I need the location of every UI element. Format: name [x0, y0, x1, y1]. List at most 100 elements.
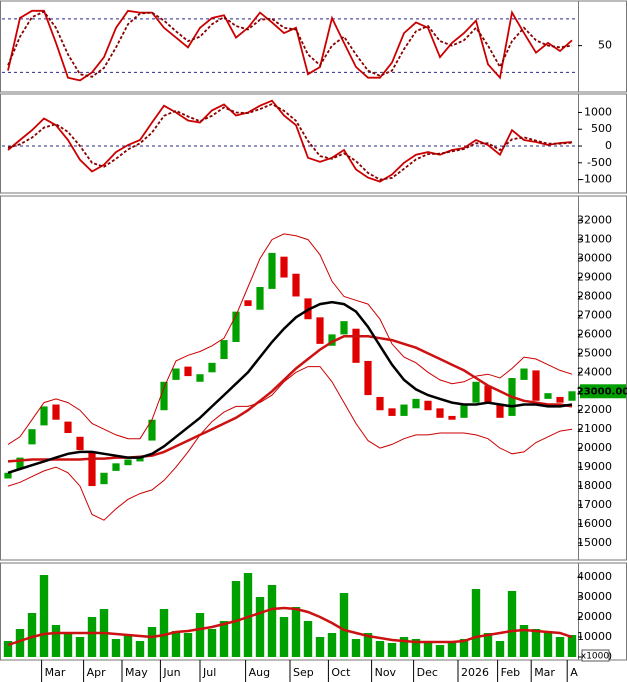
candle: [136, 457, 144, 462]
volume-bar: [375, 641, 385, 657]
volume-bar: [339, 593, 349, 657]
volume-bar: [147, 627, 157, 657]
volume-bar: [387, 643, 397, 657]
y-tick-label: 15000: [577, 536, 612, 549]
volume-bar: [411, 639, 421, 657]
volume-bar: [447, 643, 457, 657]
y-tick-label: 10000: [577, 630, 612, 643]
x-tick-label: 2026: [461, 666, 489, 679]
volume-bar: [327, 633, 337, 657]
volume-bar: [63, 633, 73, 657]
volume-bar: [159, 609, 169, 657]
candle: [412, 398, 420, 409]
x-tick-label: Jun: [162, 666, 180, 679]
y-tick-label: 18000: [577, 479, 612, 492]
candle: [472, 381, 480, 403]
unit-box: [581, 649, 610, 662]
candle: [424, 400, 432, 411]
candle: [28, 429, 36, 445]
series-line: [7, 606, 573, 647]
series-line: [7, 99, 573, 183]
volume-bar: [75, 637, 85, 657]
y-tick-label: 31000: [577, 233, 612, 246]
y-tick-label: -1000: [580, 173, 612, 186]
volume-bar: [219, 621, 229, 657]
x-tick-label: Mar: [45, 666, 66, 679]
y-tick-label: 30000: [577, 252, 612, 265]
volume-bar: [291, 607, 301, 657]
y-tick-label: 21000: [577, 422, 612, 435]
candle: [40, 406, 48, 426]
candle: [496, 404, 504, 418]
x-tick-label: Aug: [249, 666, 270, 679]
x-tick-label: Mar: [534, 666, 555, 679]
volume-bar: [555, 637, 565, 657]
volume-bar: [207, 629, 217, 657]
volume-bar: [507, 591, 517, 657]
y-tick-label: 22000: [577, 403, 612, 416]
candle: [364, 360, 372, 396]
y-tick-label: 40000: [577, 570, 612, 583]
candle: [292, 273, 300, 297]
volume-bar: [567, 635, 577, 657]
volume-bar: [279, 617, 289, 657]
candle: [532, 370, 540, 401]
candle: [568, 391, 576, 401]
candle: [400, 404, 408, 416]
volume-bar: [303, 621, 313, 657]
volume-bar: [195, 613, 205, 657]
candle: [280, 256, 288, 278]
volume-bar: [39, 575, 49, 657]
candle: [52, 404, 60, 420]
volume-bar: [543, 633, 553, 657]
candle: [76, 436, 84, 451]
y-tick-label: 0: [605, 139, 612, 152]
volume-bar: [3, 641, 13, 657]
candle: [316, 317, 324, 344]
candle: [64, 421, 72, 433]
candle: [124, 459, 132, 466]
volume-bar: [315, 637, 325, 657]
candle: [460, 404, 468, 418]
panel-frame: [0, 93, 627, 194]
candle: [520, 368, 528, 380]
series-line: [7, 335, 573, 463]
y-tick-label: 16000: [577, 517, 612, 530]
volume-bar: [231, 581, 241, 657]
volume-bar: [27, 613, 37, 657]
x-tick-label: Sep: [293, 666, 314, 679]
y-tick-label: 24000: [577, 365, 612, 378]
volume-bar: [15, 629, 25, 657]
candle: [268, 252, 276, 289]
volume-bar: [399, 637, 409, 657]
y-tick-label: 25000: [577, 346, 612, 359]
y-tick-label: 26000: [577, 327, 612, 340]
candle: [388, 408, 396, 416]
volume-bar: [423, 641, 433, 657]
y-tick-label: 29000: [577, 271, 612, 284]
candle: [232, 311, 240, 342]
y-tick-label: -500: [587, 156, 612, 169]
candle: [544, 393, 552, 399]
x-tick-label: Feb: [501, 666, 520, 679]
candle: [340, 321, 348, 335]
candle: [376, 396, 384, 411]
candle: [112, 463, 120, 471]
y-tick-label: 500: [591, 122, 612, 135]
volume-bar: [51, 625, 61, 657]
x-tick-label: A: [570, 666, 578, 679]
last-price-box: [580, 384, 626, 399]
candle: [196, 374, 204, 382]
volume-bar: [483, 633, 493, 657]
candle: [448, 415, 456, 420]
series-line: [7, 233, 573, 445]
candle: [16, 457, 24, 469]
y-tick-label: 30000: [577, 590, 612, 603]
x-tick-label: May: [125, 666, 148, 679]
y-tick-label: 1000: [584, 105, 612, 118]
candle: [184, 366, 192, 377]
candle: [100, 472, 108, 485]
volume-bar: [243, 573, 253, 657]
candle: [208, 362, 216, 373]
